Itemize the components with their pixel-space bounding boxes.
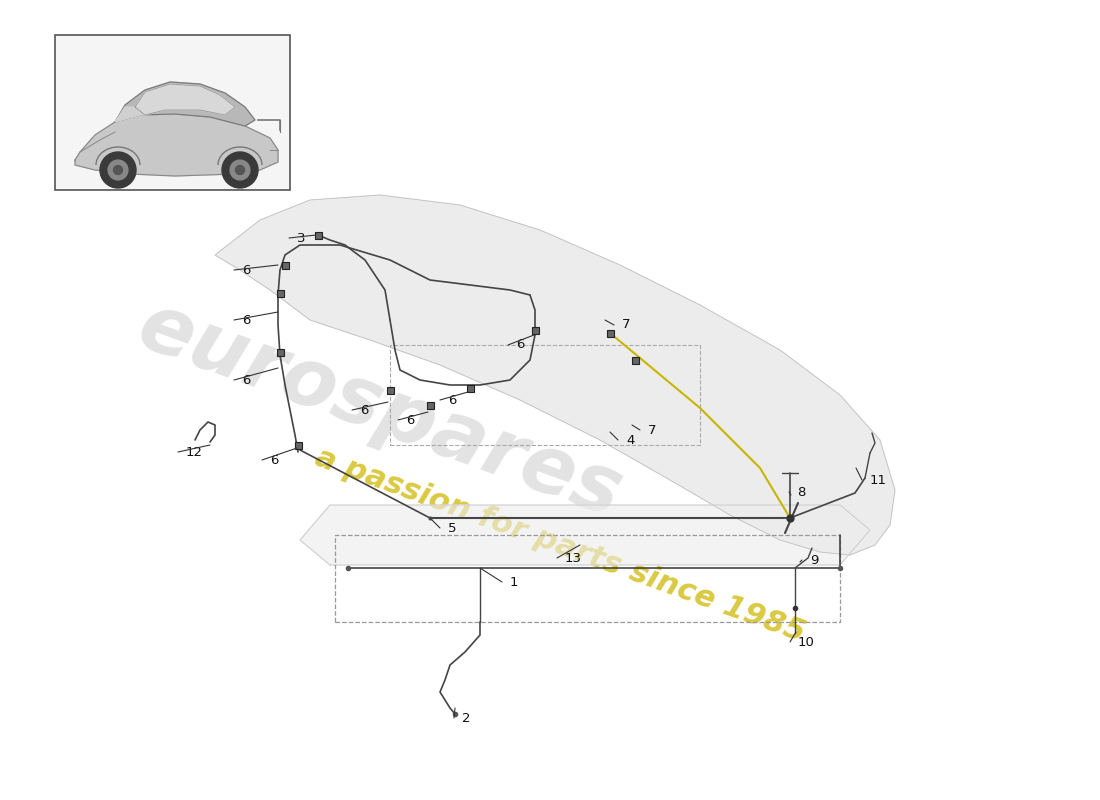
Text: eurospares: eurospares: [128, 286, 632, 534]
Bar: [606, 330, 614, 337]
Text: 5: 5: [448, 522, 456, 534]
Circle shape: [108, 160, 128, 180]
Text: 6: 6: [270, 454, 278, 466]
Text: 6: 6: [242, 314, 251, 326]
Bar: [466, 385, 473, 391]
Text: 6: 6: [242, 374, 251, 386]
Polygon shape: [135, 84, 235, 115]
Text: 3: 3: [297, 231, 306, 245]
Bar: [55, 35, 290, 190]
Text: 2: 2: [462, 711, 471, 725]
Polygon shape: [214, 195, 895, 555]
Bar: [276, 349, 284, 355]
Text: 13: 13: [565, 551, 582, 565]
Text: 4: 4: [626, 434, 635, 446]
Bar: [276, 290, 284, 297]
Text: 7: 7: [648, 423, 657, 437]
Text: 11: 11: [870, 474, 887, 486]
Text: 9: 9: [810, 554, 818, 566]
Circle shape: [100, 152, 136, 188]
Bar: [531, 326, 539, 334]
Text: 6: 6: [242, 263, 251, 277]
Bar: [282, 262, 288, 269]
Polygon shape: [116, 82, 255, 126]
Polygon shape: [75, 114, 278, 176]
Polygon shape: [300, 505, 870, 565]
Text: 7: 7: [621, 318, 630, 331]
Bar: [427, 402, 433, 409]
Circle shape: [235, 166, 244, 174]
Text: 1: 1: [510, 575, 518, 589]
Text: 6: 6: [516, 338, 525, 351]
Circle shape: [113, 166, 122, 174]
Text: 6: 6: [406, 414, 415, 426]
Text: 6: 6: [448, 394, 456, 406]
Text: 8: 8: [798, 486, 805, 498]
Text: 10: 10: [798, 635, 815, 649]
Polygon shape: [116, 107, 145, 122]
Text: 12: 12: [186, 446, 204, 458]
Text: a passion for parts since 1985: a passion for parts since 1985: [311, 442, 808, 647]
Circle shape: [222, 152, 258, 188]
Bar: [631, 357, 638, 363]
Bar: [295, 442, 301, 449]
Bar: [386, 386, 394, 394]
Circle shape: [230, 160, 250, 180]
Bar: [315, 231, 321, 238]
Text: 6: 6: [360, 403, 368, 417]
